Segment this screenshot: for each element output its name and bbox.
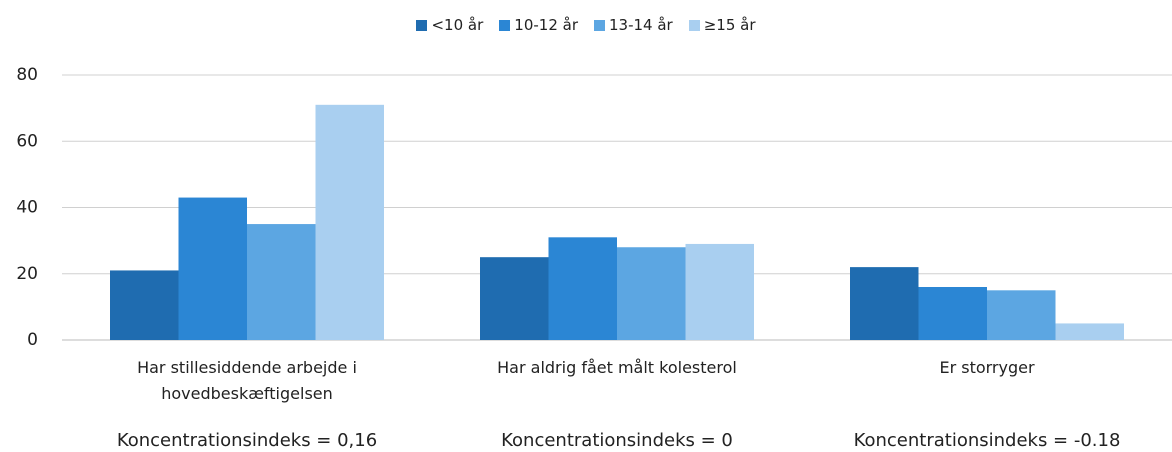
annotation: Koncentrationsindeks = 0,16 <box>116 430 378 451</box>
legend-swatch <box>499 19 511 31</box>
x-tick-label: Er storryger <box>939 358 1035 377</box>
legend-item: 10-12 år <box>499 16 578 34</box>
bar <box>110 270 179 340</box>
legend-label: 13-14 år <box>609 16 673 34</box>
legend-item: <10 år <box>416 16 483 34</box>
bar <box>548 237 617 340</box>
y-tick-label: 80 <box>16 65 38 85</box>
bar <box>247 224 316 340</box>
y-tick-label: 40 <box>16 198 38 218</box>
legend-label: 10-12 år <box>514 16 578 34</box>
legend-item: ≥15 år <box>688 16 756 34</box>
bar <box>617 247 686 340</box>
x-tick-label: Har stillesiddende arbejde i hovedbeskæf… <box>137 358 357 403</box>
bar <box>850 267 919 340</box>
legend-label: <10 år <box>431 16 484 34</box>
y-tick-label: 0 <box>27 330 38 350</box>
bar <box>1055 323 1124 340</box>
bar <box>685 243 754 340</box>
annotation: Koncentrationsindeks = 0 <box>501 430 733 451</box>
y-tick-label: 60 <box>16 131 38 151</box>
bar <box>315 104 384 340</box>
annotation: Koncentrationsindeks = -0.18 <box>853 430 1121 451</box>
legend-swatch <box>416 19 428 31</box>
legend-swatch <box>688 19 700 31</box>
bar <box>480 257 549 340</box>
legend: <10 år 10-12 år 13-14 år ≥15 år <box>0 16 1172 34</box>
legend-swatch <box>594 19 605 31</box>
bar <box>918 287 987 340</box>
bar <box>178 197 247 340</box>
y-tick-label: 20 <box>16 264 38 284</box>
legend-label: ≥15 år <box>703 16 756 34</box>
bar <box>987 290 1056 340</box>
legend-item: 13-14 år <box>594 16 673 34</box>
x-tick-label: Har aldrig fået målt kolesterol <box>497 358 737 377</box>
